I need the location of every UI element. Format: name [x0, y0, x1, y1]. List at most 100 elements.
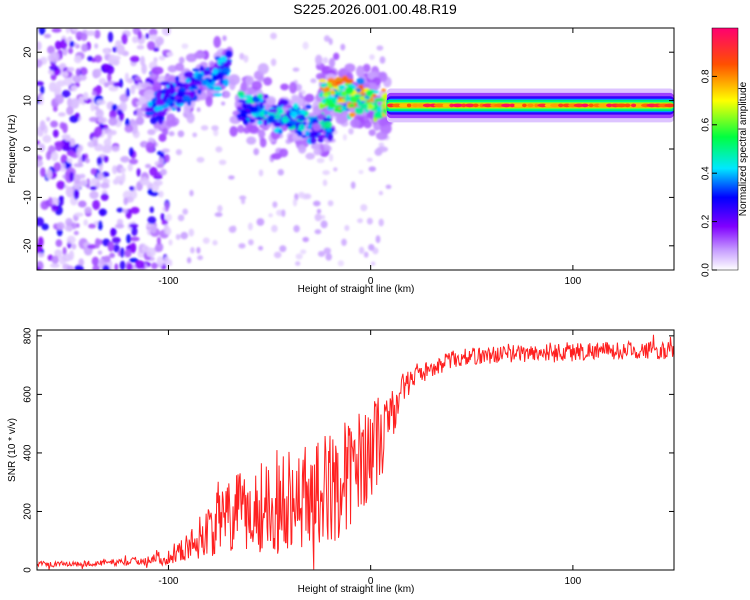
spectrogram-y-label: Frequency (Hz)	[7, 115, 18, 184]
noise-blob	[74, 112, 80, 119]
noise-blob	[111, 145, 120, 152]
trend-halo	[328, 57, 336, 68]
trend-blob	[327, 133, 334, 142]
noise-blob	[95, 68, 102, 78]
trend-blob	[156, 110, 167, 117]
noise-blob	[73, 230, 79, 236]
noise-blob	[98, 208, 107, 216]
noise-blob	[147, 216, 157, 224]
noise-blob	[114, 263, 119, 270]
trend-blob	[197, 88, 202, 95]
noise-blob	[90, 101, 95, 112]
trend-halo	[237, 124, 245, 134]
trend-blob	[333, 104, 343, 108]
noise-blob	[100, 193, 109, 201]
stable-band-core	[406, 103, 412, 108]
trend-blob	[294, 129, 302, 134]
noise-blob	[137, 30, 143, 40]
noise-blob	[113, 244, 120, 253]
colorbar-ticks: 0.0 0.2 0.4 0.6 0.8	[701, 69, 717, 277]
noise-blob	[74, 212, 84, 217]
noise-blob	[342, 133, 347, 141]
trend-blob	[321, 98, 326, 104]
noise-blob	[52, 129, 59, 138]
trend-blob	[336, 99, 346, 104]
stable-band-core	[501, 103, 512, 108]
noise-blob	[89, 181, 97, 186]
noise-blob	[370, 261, 376, 266]
trend-halo	[223, 91, 231, 99]
noise-blob	[51, 255, 59, 264]
noise-blob	[239, 52, 245, 60]
noise-blob	[333, 167, 338, 172]
spectrogram-x-tick-label: 100	[565, 276, 582, 287]
trend-blob	[257, 120, 263, 125]
noise-blob	[79, 67, 88, 76]
noise-blob	[241, 197, 246, 205]
trend-blob	[319, 119, 325, 128]
trend-halo	[367, 71, 376, 80]
noise-blob	[270, 32, 277, 40]
trend-halo	[143, 89, 156, 101]
trend-blob	[354, 107, 364, 115]
noise-blob	[101, 146, 112, 154]
trend-blob	[371, 93, 377, 98]
noise-blob	[220, 101, 226, 106]
trend-blob	[288, 119, 298, 125]
snr-y-tick-label: 800	[23, 327, 34, 344]
trend-blob	[373, 101, 378, 106]
noise-blob	[141, 63, 147, 75]
noise-blob	[190, 247, 195, 254]
trend-blob	[166, 100, 174, 104]
stable-band-edge	[386, 100, 674, 111]
trend-blob	[335, 81, 343, 85]
noise-blob	[248, 239, 254, 246]
noise-blob	[94, 238, 101, 249]
trend-blob	[278, 129, 283, 135]
stable-band-core	[581, 103, 589, 108]
noise-blob	[327, 200, 334, 207]
noise-blob	[211, 125, 219, 131]
noise-blob	[100, 182, 110, 189]
noise-blob	[112, 178, 119, 185]
noise-blob	[81, 153, 86, 162]
noise-blob	[281, 209, 286, 217]
trend-halo	[289, 81, 297, 94]
noise-blob	[115, 40, 122, 45]
snr-y-tick-label: 200	[23, 503, 34, 520]
trend-blob	[242, 118, 249, 126]
noise-blob	[356, 218, 363, 224]
noise-blob	[37, 140, 41, 145]
trend-blob	[267, 115, 275, 120]
spectrogram-y-tick-label: 0	[23, 146, 34, 152]
noise-blob	[46, 116, 51, 122]
noise-blob	[186, 257, 192, 264]
spectrogram-y-tick-label: -10	[23, 190, 34, 205]
noise-blob	[55, 143, 63, 152]
noise-blob	[111, 103, 118, 111]
noise-blob	[156, 256, 164, 267]
noise-blob	[385, 184, 392, 189]
trend-blob	[307, 131, 317, 139]
stable-band-core	[630, 103, 637, 108]
trend-halo	[376, 146, 389, 153]
noise-blob	[109, 109, 117, 120]
noise-blob	[369, 54, 375, 60]
trend-blob	[244, 97, 252, 104]
stable-band-core	[411, 103, 419, 108]
noise-blob	[70, 85, 78, 92]
noise-blob	[119, 260, 126, 270]
trend-blob	[159, 81, 170, 86]
trend-blob	[279, 99, 289, 106]
noise-blob	[75, 68, 81, 77]
noise-blob	[253, 148, 260, 156]
noise-blob	[258, 169, 264, 177]
noise-blob	[66, 158, 73, 163]
stable-band-core	[522, 103, 527, 108]
figure-title: S225.2026.001.00.48.R19	[293, 1, 457, 17]
noise-blob	[64, 38, 72, 43]
noise-blob	[74, 265, 84, 270]
noise-blob	[119, 93, 129, 103]
noise-blob	[127, 163, 133, 172]
